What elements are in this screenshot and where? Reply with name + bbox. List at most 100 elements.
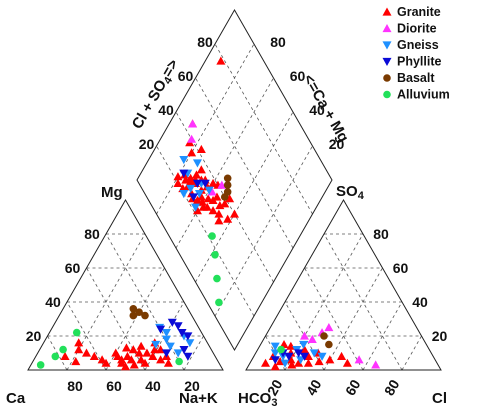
point-basalt-cation — [129, 305, 138, 313]
point-alluvium-cation — [59, 345, 67, 354]
point-phyllite-anion — [284, 352, 294, 361]
point-granite-cation — [74, 338, 84, 347]
point-granite-diamond — [196, 165, 206, 174]
point-granite-anion — [300, 345, 309, 354]
point-alluvium-diamond — [215, 298, 223, 307]
point-phyllite-cation — [183, 352, 193, 361]
anion-cl-tick: 40 — [303, 377, 325, 399]
point-gneiss-diamond — [191, 203, 200, 212]
legend-label-basalt: Basalt — [397, 71, 435, 85]
anion-so4-tick: 60 — [393, 260, 409, 276]
point-basalt-cation — [141, 311, 149, 320]
point-gneiss-anion — [309, 349, 319, 358]
point-phyllite-cation — [177, 329, 187, 338]
point-granite-cation — [156, 355, 166, 364]
point-gneiss-cation — [185, 339, 195, 348]
diamond-grid-a — [214, 43, 313, 215]
cation-ca-tick: 80 — [67, 378, 83, 394]
point-phyllite-cation — [161, 349, 171, 358]
diamond-grid-a — [195, 77, 294, 249]
point-granite-diamond — [192, 206, 202, 215]
diamond-grid-b — [195, 111, 294, 283]
point-alluvium-diamond — [208, 232, 216, 240]
point-granite-cation — [82, 348, 91, 357]
point-gneiss-cation — [165, 342, 175, 351]
point-gneiss-diamond — [204, 186, 214, 195]
point-granite-diamond — [196, 144, 206, 153]
point-granite-cation — [97, 355, 107, 364]
point-granite-anion — [314, 357, 324, 366]
anion-so4-tick: 80 — [373, 226, 389, 242]
data-points — [36, 56, 381, 371]
point-granite-anion — [275, 357, 285, 366]
point-phyllite-cation — [173, 322, 183, 331]
point-phyllite-anion — [300, 352, 309, 361]
cation-mg-tick: 60 — [65, 260, 81, 276]
point-phyllite-cation — [167, 318, 177, 327]
grid-lines — [47, 43, 422, 371]
piper-diamond — [136, 8, 333, 352]
point-alluvium-cation — [72, 328, 81, 337]
point-alluvium-diamond — [211, 251, 219, 259]
legend-label-granite: Granite — [397, 5, 441, 19]
point-granite-diamond — [173, 178, 183, 187]
diamond-grid-b — [214, 145, 313, 317]
label-cl-so4-arrow: => — [159, 56, 183, 80]
point-gneiss-diamond — [194, 190, 204, 199]
point-gneiss-anion — [317, 352, 327, 361]
cation-triangle — [27, 198, 224, 371]
point-gneiss-diamond — [179, 190, 189, 199]
point-granite-cation — [150, 345, 160, 354]
point-granite-diamond — [192, 195, 202, 204]
point-diorite-anion — [354, 355, 364, 364]
cation-grid-right — [47, 335, 68, 371]
diamond-left-tick: 20 — [139, 136, 155, 152]
point-granite-anion — [337, 351, 347, 360]
tick-labels: 80 60 40 20 80 60 40 20 20 40 60 80 80 60 40 20 80 60 40 20… — [26, 34, 448, 398]
legend-label-diorite: Diorite — [397, 22, 437, 36]
diamond-left-tick: 40 — [158, 102, 174, 118]
point-granite-cation — [129, 360, 139, 369]
anion-so4-tick: 20 — [432, 328, 448, 344]
point-granite-cation — [128, 345, 138, 354]
point-granite-diamond — [203, 194, 213, 203]
legend-marker-gneiss — [382, 41, 392, 50]
diamond-right-tick: 20 — [329, 136, 345, 152]
point-granite-anion — [325, 355, 335, 364]
point-alluvium-cation — [51, 352, 60, 361]
point-diorite-anion — [300, 331, 309, 340]
label-cl-so4: Cl + SO4=> — [129, 56, 184, 133]
point-alluvium-diamond — [213, 274, 221, 283]
point-basalt-cation — [135, 308, 143, 317]
legend-marker-alluvium — [383, 90, 391, 99]
point-granite-diamond — [191, 170, 201, 179]
point-granite-anion — [294, 358, 304, 367]
point-granite-anion — [286, 355, 296, 364]
legend: Granite Diorite Gneiss Phyllite Basalt Alluvi… — [382, 5, 450, 102]
point-diorite-diamond — [187, 134, 197, 143]
point-granite-diamond — [198, 202, 208, 211]
point-phyllite-diamond — [189, 193, 199, 202]
point-granite-cation — [74, 345, 84, 354]
point-granite-cation — [122, 351, 132, 360]
diamond-right-tick: 40 — [309, 102, 325, 118]
label-so4-main: SO — [336, 183, 358, 200]
anion-cl-tick: 20 — [264, 377, 286, 399]
cation-ca-tick: 20 — [184, 378, 200, 394]
cation-grid-right — [66, 301, 107, 371]
label-ca: Ca — [6, 390, 26, 407]
point-granite-diamond — [173, 172, 183, 181]
cation-mg-tick: 20 — [26, 328, 42, 344]
anion-so4-tick: 40 — [412, 294, 428, 310]
diamond-right-tick: 60 — [290, 68, 306, 84]
legend-marker-basalt — [383, 74, 391, 82]
point-gneiss-anion — [296, 356, 306, 365]
point-phyllite-cation — [156, 325, 166, 334]
point-basalt-diamond — [223, 181, 232, 189]
label-nak: Na+K — [179, 390, 218, 407]
point-alluvium-anion — [277, 345, 285, 354]
point-granite-diamond — [214, 216, 224, 225]
point-phyllite-anion — [270, 356, 280, 365]
point-granite-cation — [101, 358, 111, 367]
